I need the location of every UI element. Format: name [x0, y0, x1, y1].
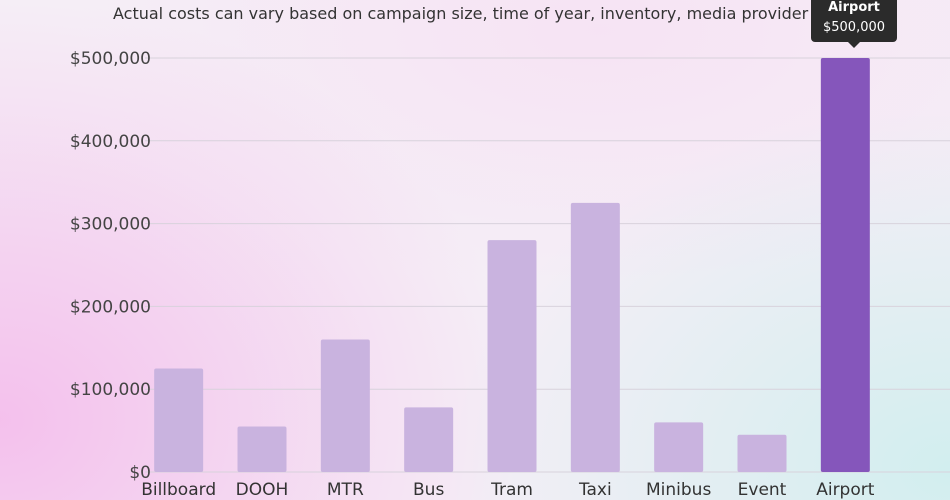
y-axis-ticks: $0 $100,000 $200,000 $300,000 $400,000 $500,0…: [70, 49, 151, 483]
x-tick-label: Tram: [490, 480, 533, 500]
y-tick-label: $100,000: [70, 380, 151, 400]
bar-mtr[interactable]: [320, 339, 370, 472]
y-tick-label: $0: [129, 463, 151, 483]
x-tick-label: Airport: [816, 480, 875, 500]
bar-bus[interactable]: [404, 407, 454, 472]
tooltip-value: $500,000: [822, 20, 886, 35]
tooltip-category: Airport: [828, 0, 880, 15]
x-axis-ticks: Billboard DOOH MTR Bus Tram Taxi Minibus Event A…: [141, 480, 875, 500]
x-tick-label: Billboard: [141, 480, 216, 500]
x-tick-label: Event: [738, 480, 787, 500]
bar-event[interactable]: [737, 434, 787, 472]
bar-airport[interactable]: [820, 58, 870, 472]
y-tick-label: $300,000: [70, 215, 151, 235]
bars: [154, 58, 870, 472]
x-tick-label: Taxi: [578, 480, 612, 500]
bar-minibus[interactable]: [654, 422, 704, 472]
y-tick-label: $200,000: [70, 297, 151, 317]
chart-subtitle: Actual costs can vary based on campaign …: [113, 4, 824, 23]
bar-taxi[interactable]: [570, 202, 620, 472]
y-tick-label: $500,000: [70, 49, 151, 69]
x-tick-label: DOOH: [236, 480, 289, 500]
y-tick-label: $400,000: [70, 132, 151, 152]
x-tick-label: Minibus: [646, 480, 711, 500]
bar-tooltip: Airport $500,000: [811, 0, 897, 48]
x-tick-label: MTR: [327, 480, 364, 500]
bar-billboard[interactable]: [154, 368, 204, 473]
bar-dooh[interactable]: [237, 426, 287, 472]
bar-tram[interactable]: [487, 240, 537, 472]
x-tick-label: Bus: [413, 480, 444, 500]
gridlines: [145, 57, 950, 473]
